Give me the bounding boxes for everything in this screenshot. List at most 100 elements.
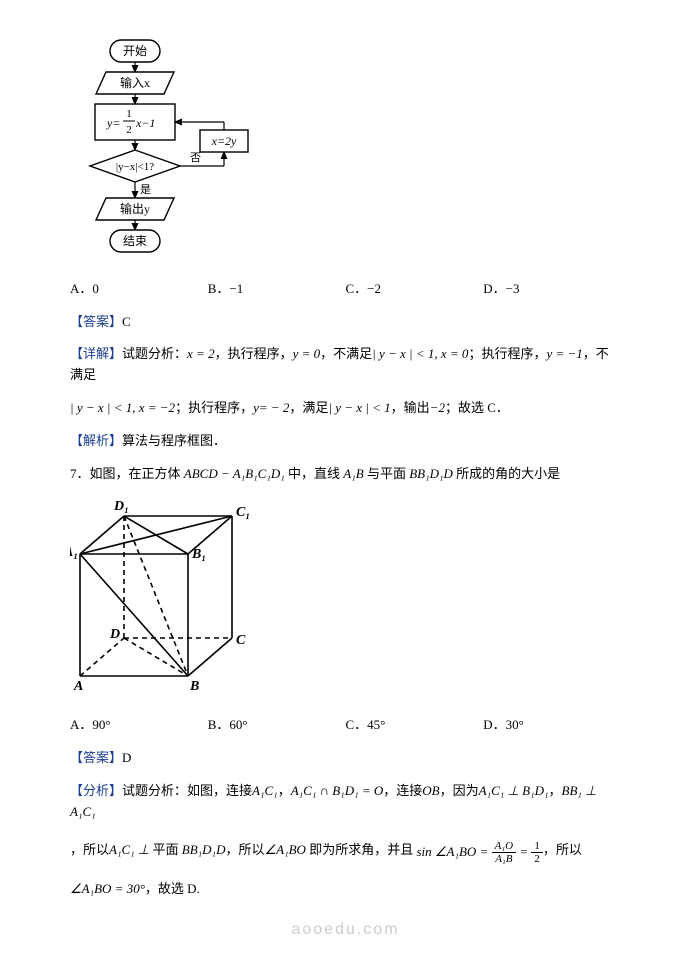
svg-text:C₁: C₁ [236,505,250,520]
q7-analysis-p1: 【分析】试题分析：如图，连接A₁C₁，A₁C₁ ∩ B₁D₁ = O，连接OB，… [70,781,621,823]
ap1t3: ，连接 [383,783,422,798]
q6-answer: 【答案】C [70,312,621,333]
q7-analysis-label: 【分析】 [70,783,122,798]
svg-text:D: D [109,627,120,642]
analysis-text: 算法与程序框图． [122,433,226,448]
q7-prefix: 7．如图，在正方体 [70,466,184,481]
ap1m1: A₁C₁ [252,783,278,798]
eq-num2: 1 [531,840,543,853]
ap1m2: A₁C₁ ∩ B₁D₁ = O [291,783,384,798]
flow-proc1-lhs: y= [106,116,120,130]
answer-value: C [122,314,131,329]
ap2t2: 平面 [149,842,182,857]
q7-option-b: B．60° [208,715,346,736]
q7-suffix: 所成的角的大小是 [453,466,560,481]
analysis-label: 【解析】 [70,433,122,448]
q6-detail-line2: | y − x | < 1, x = −2；执行程序，y= − 2，满足| y … [70,398,621,419]
ap2t5: ，所以 [543,842,582,857]
svg-text:D₁: D₁ [113,499,129,514]
t2: ，执行程序， [215,346,293,361]
ap2m3: ∠A₁BO [264,842,305,857]
q7-option-c: C．45° [346,715,484,736]
ap1t2: ， [278,783,291,798]
l2m1: | y − x | < 1, x = −2 [70,400,175,415]
m4: y = −1 [546,346,582,361]
eq-den2: 2 [531,853,543,865]
q6-analysis: 【解析】算法与程序框图． [70,431,621,452]
q7-answer: 【答案】D [70,748,621,769]
ap3t1: ，故选 D. [145,881,200,896]
q6-option-c: C．−2 [346,279,484,300]
flow-output-label: 输出y [120,201,150,216]
ap2t4: 即为所求角，并且 [306,842,417,857]
q7-option-d: D．30° [483,715,621,736]
m2: y = 0 [293,346,321,361]
l2t4: ；故选 C． [445,400,509,415]
t1: 试题分析： [122,346,187,361]
ap1t4: ，因为 [440,783,479,798]
flow-proc1-num: 1 [126,108,132,120]
l2t1: ；执行程序， [175,400,253,415]
l2t2: ，满足 [289,400,328,415]
flow-proc2-label: x=2y [211,134,237,148]
q7-m1: ABCD − A₁B₁C₁D₁ [184,466,285,481]
svg-text:B₁: B₁ [191,547,206,562]
m1: x = 2 [187,346,215,361]
ap1t5: ， [549,783,562,798]
q6-option-b: B．−1 [208,279,346,300]
svg-text:A: A [73,679,83,694]
q7-stem: 7．如图，在正方体 ABCD − A₁B₁C₁D₁ 中，直线 A₁B 与平面 B… [70,464,621,485]
ap3m1: ∠A₁BO = 30° [70,881,145,896]
flow-proc1-rhs: x−1 [135,116,155,130]
l2t3: ，输出 [391,400,430,415]
eq-lhs: sin ∠A₁BO = [416,844,488,859]
q6-options: A．0 B．−1 C．−2 D．−3 [70,279,621,300]
q7-mid: 中，直线 [285,466,344,481]
q7-analysis-p2: ，所以A₁C₁ ⊥ 平面 BB₁D₁D，所以∠A₁BO 即为所求角，并且 sin… [70,834,621,867]
flow-no-label: 否 [190,152,201,164]
ap2t1: ，所以 [70,842,109,857]
eq-eq2: = [519,844,528,859]
svg-text:C: C [236,633,246,648]
eq-den: A₁B [492,853,517,865]
q7-answer-value: D [122,750,131,765]
flow-yes-label: 是 [140,183,151,196]
ap1t1: 试题分析：如图，连接 [122,783,252,798]
svg-text:A₁: A₁ [70,545,78,560]
q7-options: A．90° B．60° C．45° D．30° [70,715,621,736]
flowchart-figure: 开始 输入x y= 1 2 x−1 |y−x|<1? 否 x=2y 是 输出y … [70,30,621,267]
eq-num: A₁O [492,840,517,853]
watermark: aooedu.com [0,917,691,943]
ap2m2: BB₁D₁D [182,842,226,857]
flow-decision-label: |y−x|<1? [116,161,154,173]
q6-detail-line1: 【详解】试题分析：x = 2，执行程序，y = 0，不满足| y − x | <… [70,344,621,386]
l2m3: | y − x | < 1 [328,400,390,415]
ap2m1: A₁C₁ ⊥ [109,842,149,857]
q7-answer-label: 【答案】 [70,750,122,765]
svg-text:B: B [189,679,199,694]
l2m4: −2 [430,400,445,415]
ap2t3: ，所以 [225,842,264,857]
q7-option-a: A．90° [70,715,208,736]
t3: ，不满足 [320,346,372,361]
cube-figure: A B C D A₁ B₁ C₁ D₁ [70,496,621,703]
q7-m2: A₁B [343,466,363,481]
flow-end-label: 结束 [123,234,147,248]
q7-mid2: 与平面 [364,466,410,481]
q7-analysis-p3: ∠A₁BO = 30°，故选 D. [70,879,621,900]
l2m2: y= − 2 [253,400,289,415]
q6-option-d: D．−3 [483,279,621,300]
answer-label: 【答案】 [70,314,122,329]
ap1m3: OB [422,783,439,798]
sin-equation: sin ∠A₁BO = A₁OA₁B = 12 [416,836,542,867]
flow-start-label: 开始 [123,44,147,58]
m3: | y − x | < 1, x = 0 [372,346,468,361]
t4: ；执行程序， [468,346,546,361]
flowchart-svg: 开始 输入x y= 1 2 x−1 |y−x|<1? 否 x=2y 是 输出y … [70,30,260,260]
q6-option-a: A．0 [70,279,208,300]
cube-svg: A B C D A₁ B₁ C₁ D₁ [70,496,260,696]
q7-m3: BB₁D₁D [409,466,453,481]
flow-proc1-den: 2 [126,124,132,136]
flow-input-label: 输入x [120,75,150,90]
detail-label: 【详解】 [70,346,122,361]
